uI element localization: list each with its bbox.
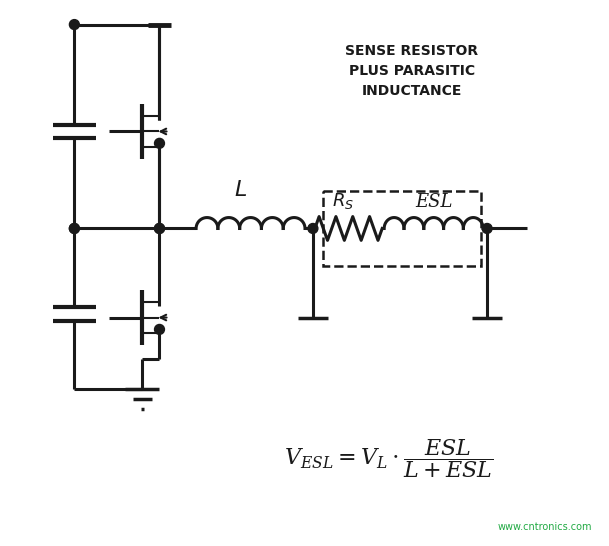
Text: $V_{ESL} = V_L \cdot \dfrac{ESL}{L + ESL}$: $V_{ESL} = V_L \cdot \dfrac{ESL}{L + ESL… xyxy=(284,437,494,479)
Text: $R_S$: $R_S$ xyxy=(331,191,354,211)
Circle shape xyxy=(155,324,164,334)
Text: INDUCTANCE: INDUCTANCE xyxy=(362,84,462,98)
Circle shape xyxy=(69,223,79,233)
Circle shape xyxy=(69,223,79,233)
Circle shape xyxy=(482,223,492,233)
Text: PLUS PARASITIC: PLUS PARASITIC xyxy=(349,64,475,78)
Text: www.cntronics.com: www.cntronics.com xyxy=(498,523,592,532)
Circle shape xyxy=(155,223,164,233)
Bar xyxy=(323,191,481,266)
Text: ESL: ESL xyxy=(415,193,452,211)
Circle shape xyxy=(69,20,79,29)
Circle shape xyxy=(308,223,318,233)
Circle shape xyxy=(155,138,164,149)
Text: SENSE RESISTOR: SENSE RESISTOR xyxy=(345,44,479,58)
Text: $L$: $L$ xyxy=(234,179,247,201)
Circle shape xyxy=(155,223,164,233)
